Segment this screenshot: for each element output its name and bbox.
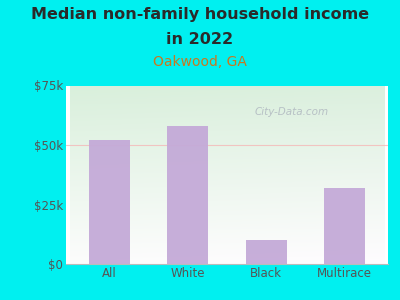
Text: in 2022: in 2022 xyxy=(166,32,234,46)
Text: City-Data.com: City-Data.com xyxy=(254,107,328,117)
Text: Oakwood, GA: Oakwood, GA xyxy=(153,55,247,69)
Bar xyxy=(246,240,287,264)
Bar xyxy=(89,140,130,264)
Bar xyxy=(324,188,365,264)
Text: Median non-family household income: Median non-family household income xyxy=(31,8,369,22)
Bar xyxy=(167,126,208,264)
